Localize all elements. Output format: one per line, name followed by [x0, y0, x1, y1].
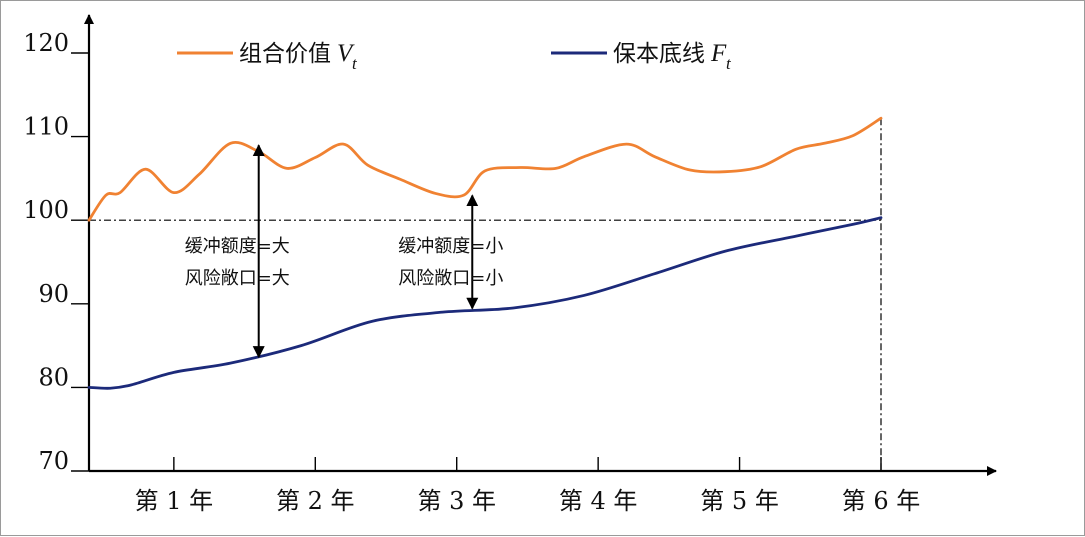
x-tick-label: 第 2 年 [276, 487, 355, 515]
x-tick-label: 第 3 年 [417, 487, 496, 515]
x-tick-label: 第 1 年 [135, 487, 214, 515]
y-tick-label: 90 [38, 280, 69, 308]
series-line-portfolio [87, 116, 883, 222]
annotation-text: 风险敞口=大 [185, 268, 290, 289]
y-tick-label: 110 [23, 113, 69, 141]
series-layer [87, 116, 883, 390]
legend-symbol-portfolio: V [337, 40, 355, 67]
legend-subscript-floor: t [726, 54, 732, 73]
annotation-text: 风险敞口=小 [398, 268, 503, 289]
legend-subscript-portfolio: t [352, 54, 358, 73]
annotation-text: 缓冲额度=小 [398, 236, 503, 257]
legend-label-portfolio: 组合价值 [239, 41, 331, 67]
x-tick-label: 第 5 年 [700, 487, 779, 515]
reference-lines-layer [89, 118, 882, 471]
legend-symbol-floor: F [710, 40, 727, 67]
x-tick-label: 第 6 年 [842, 487, 921, 515]
annotation-text: 缓冲额度=大 [185, 236, 290, 257]
x-tick-label: 第 4 年 [559, 487, 638, 515]
legend-label-floor: 保本底线 [613, 41, 705, 67]
y-tick-label: 120 [23, 29, 69, 57]
axes-layer: 70 80 90 100 110 120 第 1 年 第 2 年 第 3 年 第 4 年 第 5 年… [23, 14, 997, 515]
y-tick-label: 70 [38, 447, 69, 475]
y-tick-label: 100 [23, 196, 69, 224]
series-line-floor [87, 216, 883, 390]
y-tick-label: 80 [38, 363, 69, 391]
